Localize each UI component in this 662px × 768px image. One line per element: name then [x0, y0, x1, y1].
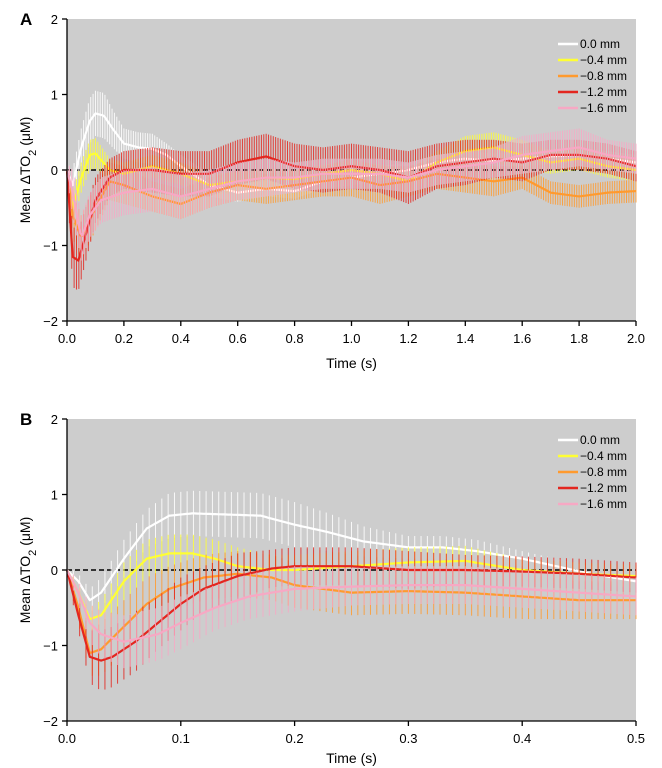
series-line — [66, 569, 637, 643]
series-5 — [66, 566, 637, 669]
y-tick-label: 1 — [51, 488, 58, 503]
y-tick-label: −1 — [43, 239, 58, 254]
y-tick-label: 1 — [51, 88, 58, 103]
y-tick-label: 0 — [51, 563, 58, 578]
y-tick-label: 2 — [51, 412, 58, 427]
legend-label: −0.4 mm — [580, 449, 627, 463]
y-axis-label-main: Mean ΔTO — [17, 156, 33, 224]
series-line — [65, 146, 637, 237]
legend-label: 0.0 mm — [580, 433, 620, 447]
x-tick-label: 2.0 — [627, 331, 645, 346]
y-axis-label-main: Mean ΔTO — [17, 556, 33, 624]
y-tick-label: −2 — [43, 314, 58, 329]
y-axis-label-subscript: 2 — [27, 150, 39, 156]
legend: 0.0 mm −0.4 mm −0.8 mm −1.2 mm −1.6 mm — [558, 433, 627, 511]
x-tick-label: 1.0 — [342, 331, 360, 346]
y-tick-label: −2 — [43, 714, 58, 729]
x-tick-label: 1.4 — [456, 331, 474, 346]
panel-label: B — [20, 410, 32, 429]
legend-label: −1.6 mm — [580, 497, 627, 511]
chart-panel-a: −2 −1 0 1 2 0.0 0.2 0.4 0.6 0.8 1.0 1.2 1.4 1.6 1.8 2.0… — [17, 10, 645, 371]
x-tick-label: 0.3 — [399, 731, 417, 746]
y-axis-label-unit: (μM) — [17, 517, 33, 550]
x-tick-label: 0.4 — [513, 731, 531, 746]
x-tick-label: 0.2 — [286, 731, 304, 746]
y-axis-label: Mean ΔTO2 (μM) — [17, 117, 39, 224]
x-axis-label: Time (s) — [326, 750, 377, 766]
x-tick-label: 0.5 — [627, 731, 645, 746]
legend-label: −0.4 mm — [580, 53, 627, 67]
y-tick-label: 0 — [51, 163, 58, 178]
x-tick-label: 0.8 — [286, 331, 304, 346]
x-tick-label: 1.2 — [399, 331, 417, 346]
y-tick-label: 2 — [51, 12, 58, 27]
x-tick-label: 1.8 — [570, 331, 588, 346]
x-tick-label: 0.6 — [229, 331, 247, 346]
x-tick-label: 0.4 — [172, 331, 190, 346]
legend: 0.0 mm −0.4 mm −0.8 mm −1.2 mm −1.6 mm — [558, 37, 627, 115]
legend-label: −1.6 mm — [580, 101, 627, 115]
series-5 — [65, 128, 637, 261]
chart-panel-b: −2 −1 0 1 2 0.0 0.1 0.2 0.3 0.4 0.5 Time (s) Mean ΔT… — [17, 410, 645, 766]
y-axis-label: Mean ΔTO2 (μM) — [17, 517, 39, 624]
x-tick-label: 1.6 — [513, 331, 531, 346]
legend-label: −0.8 mm — [580, 465, 627, 479]
y-tick-label: −1 — [43, 639, 58, 654]
y-axis-label-unit: (μM) — [17, 117, 33, 150]
legend-label: 0.0 mm — [580, 37, 620, 51]
x-tick-label: 0.0 — [58, 731, 76, 746]
legend-label: −0.8 mm — [580, 69, 627, 83]
panel-label: A — [20, 10, 32, 29]
legend-label: −1.2 mm — [580, 481, 627, 495]
x-tick-label: 0.1 — [172, 731, 190, 746]
y-axis-label-subscript: 2 — [27, 550, 39, 556]
x-tick-label: 0.2 — [115, 331, 133, 346]
x-tick-label: 0.0 — [58, 331, 76, 346]
legend-label: −1.2 mm — [580, 85, 627, 99]
x-axis-label: Time (s) — [326, 355, 377, 371]
